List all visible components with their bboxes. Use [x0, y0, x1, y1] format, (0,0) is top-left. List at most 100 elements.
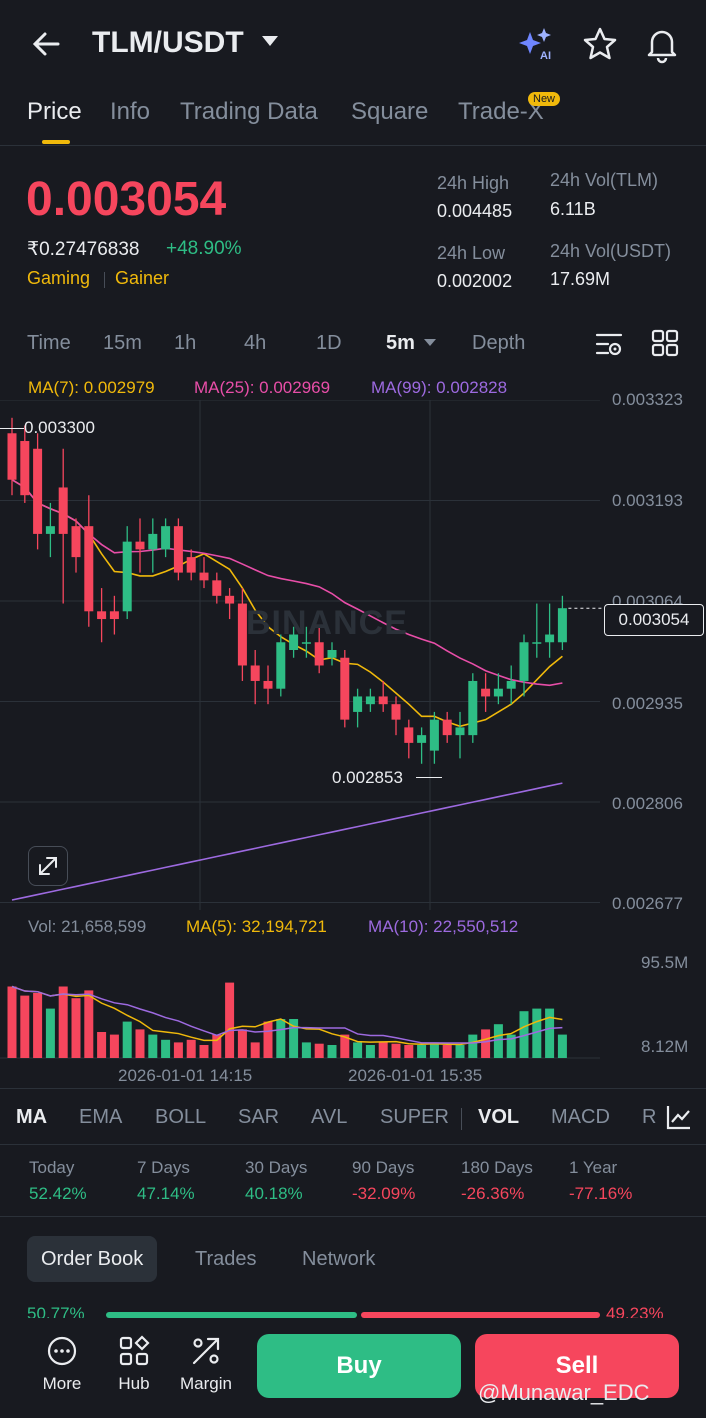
tab-price[interactable]: Price	[27, 98, 82, 125]
candle-body	[442, 719, 452, 736]
more-button[interactable]: More	[32, 1334, 92, 1394]
interval-5m[interactable]: 5m	[386, 332, 415, 354]
hub-button[interactable]: Hub	[104, 1334, 164, 1394]
interval-4h[interactable]: 4h	[244, 332, 267, 354]
credit-text: @Munawar_EDC	[478, 1380, 650, 1405]
time-axis-label: 2026-01-01 15:35	[348, 1066, 483, 1085]
volume-bar	[276, 1019, 286, 1058]
candle-body	[212, 580, 222, 596]
indicator-macd[interactable]: MACD	[551, 1106, 610, 1128]
volume-chart	[0, 982, 600, 1059]
tab-network[interactable]: Network	[302, 1248, 376, 1270]
volume-bar	[199, 1045, 209, 1058]
volume-bar	[71, 998, 81, 1058]
notification-bell-icon[interactable]	[642, 24, 682, 64]
more-label: More	[42, 1374, 82, 1393]
margin-button[interactable]: Margin	[176, 1334, 236, 1394]
indicator-sar[interactable]: SAR	[238, 1106, 280, 1128]
interval-time[interactable]: Time	[27, 332, 71, 354]
volume-bar	[353, 1042, 363, 1058]
perf-label: 7 Days	[137, 1158, 190, 1177]
expand-chart-icon[interactable]	[28, 846, 68, 886]
candle-body	[148, 533, 158, 550]
volume-bar	[365, 1045, 375, 1058]
volume-bar	[263, 1021, 273, 1058]
candle-body	[161, 526, 171, 550]
indicator-boll[interactable]: BOLL	[155, 1106, 207, 1128]
volume-bar	[327, 1045, 337, 1058]
volume-bar	[493, 1024, 503, 1058]
ma99-line	[11, 782, 563, 901]
divider	[0, 145, 706, 146]
ai-sparkle-icon[interactable]: AI	[516, 24, 556, 64]
indicator-ma[interactable]: MA	[16, 1106, 48, 1128]
perf-value: -26.36%	[461, 1184, 525, 1203]
perf-value: 47.14%	[137, 1184, 195, 1203]
candle-body	[468, 680, 478, 736]
back-arrow-icon[interactable]	[28, 26, 64, 62]
candle-body	[263, 680, 273, 689]
layout-grid-icon[interactable]	[650, 328, 680, 363]
candle-body	[250, 665, 260, 681]
volume-bar	[45, 1008, 55, 1058]
volume-bar	[33, 993, 43, 1058]
candle-body	[417, 735, 427, 743]
indicator-super[interactable]: SUPER	[380, 1106, 449, 1128]
candle-body	[455, 727, 465, 736]
indicator-rsi[interactable]: R	[642, 1106, 657, 1128]
tab-square[interactable]: Square	[351, 98, 429, 125]
interval-15m[interactable]: 15m	[103, 332, 142, 354]
candle-body	[429, 719, 439, 751]
vol-usdt-label: 24h Vol(USDT)	[550, 241, 672, 261]
volume-bar	[481, 1029, 491, 1058]
volume-bar	[340, 1034, 350, 1058]
price-axis-label: 0.002677	[612, 894, 683, 913]
perf-label: 180 Days	[461, 1158, 533, 1177]
price-axis-label: 0.003323	[612, 390, 683, 409]
tab-info[interactable]: Info	[110, 98, 151, 125]
vol-axis-top: 95.5M	[641, 953, 689, 972]
candle-body	[353, 696, 363, 712]
interval-dropdown-icon[interactable]	[424, 339, 436, 346]
indicator-ema[interactable]: EMA	[79, 1106, 123, 1128]
candlestick-chart[interactable]	[0, 400, 706, 920]
indicator-avl[interactable]: AVL	[311, 1106, 348, 1128]
margin-icon	[192, 1337, 220, 1365]
volume-bar	[301, 1042, 311, 1058]
volume-bar	[135, 1029, 145, 1058]
interval-depth[interactable]: Depth	[472, 332, 526, 354]
buy-button[interactable]: Buy	[257, 1334, 461, 1398]
candle-body	[481, 688, 491, 697]
tag-gainer[interactable]: Gainer	[115, 268, 170, 288]
candle-body	[545, 634, 555, 643]
interval-1h[interactable]: 1h	[174, 332, 197, 354]
candle-body	[186, 557, 196, 573]
tab-order-book[interactable]: Order Book	[27, 1236, 158, 1282]
high-label: 24h High	[437, 173, 510, 193]
indicator-chart-icon[interactable]	[664, 1102, 694, 1137]
candle-body	[519, 642, 529, 681]
chart-settings-icon[interactable]	[594, 328, 626, 365]
low-label: 24h Low	[437, 243, 506, 263]
volume-bar	[404, 1045, 414, 1058]
tab-trades[interactable]: Trades	[195, 1248, 257, 1270]
vol-label: Vol: 21,658,599	[28, 917, 147, 936]
pair-title[interactable]: TLM/USDT	[92, 26, 244, 59]
sell-button[interactable]: Sell	[475, 1334, 679, 1398]
indicator-vol[interactable]: VOL	[478, 1106, 520, 1128]
volume-bar	[545, 1008, 555, 1058]
candle-body	[391, 704, 401, 720]
favorite-star-icon[interactable]	[580, 24, 620, 64]
pair-dropdown-icon[interactable]	[262, 36, 278, 46]
volume-bar	[429, 1042, 439, 1058]
candle-body	[71, 526, 81, 558]
low-marker-line	[416, 777, 442, 778]
candle-body	[557, 608, 567, 643]
low-marker: 0.002853	[332, 768, 403, 787]
vol-tlm-value: 6.11B	[550, 199, 596, 219]
tab-trading-data[interactable]: Trading Data	[180, 98, 318, 125]
candle-body	[97, 611, 107, 620]
interval-1d[interactable]: 1D	[316, 332, 342, 354]
tag-gaming[interactable]: Gaming	[27, 268, 91, 288]
low-value: 0.002002	[437, 271, 513, 291]
